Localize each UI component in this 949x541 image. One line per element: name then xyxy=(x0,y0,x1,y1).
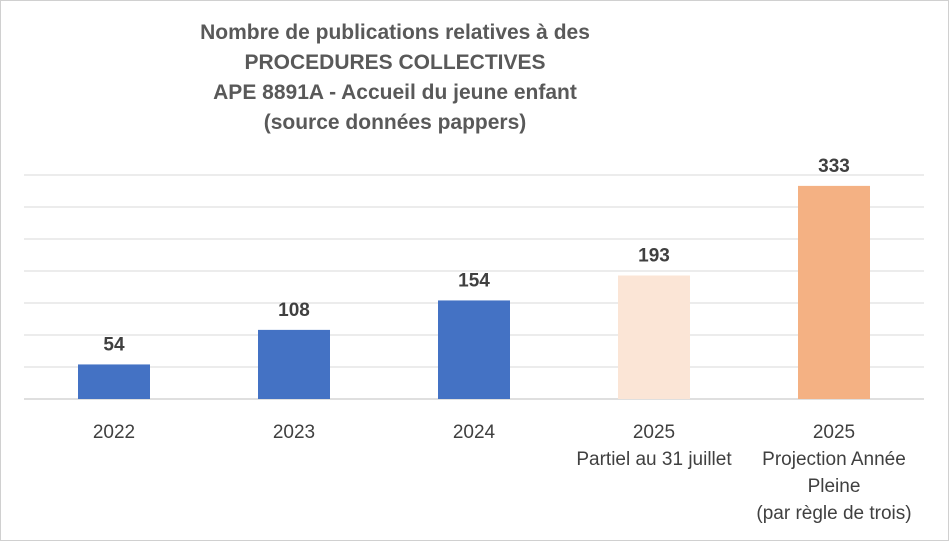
category-label-4-1: Projection Année xyxy=(762,449,906,470)
category-label-4-2: Pleine xyxy=(808,476,861,497)
category-label-3-0: 2025 xyxy=(633,422,675,443)
bar-1 xyxy=(258,329,330,399)
chart-title-line-2: PROCEDURES COLLECTIVES xyxy=(244,51,546,74)
category-label-2-0: 2024 xyxy=(453,422,496,443)
bar-4 xyxy=(798,185,870,399)
data-label-2: 154 xyxy=(458,270,490,291)
chart-title-line-3: APE 8891A - Accueil du jeune enfant xyxy=(213,81,577,104)
category-label-4-3: (par règle de trois) xyxy=(756,503,911,524)
chart-title-line-4: (source données pappers) xyxy=(263,111,527,134)
category-label-3-1: Partiel au 31 juillet xyxy=(576,449,732,470)
data-label-4: 333 xyxy=(818,156,850,177)
bar-0 xyxy=(78,364,150,399)
bar-3 xyxy=(618,275,690,399)
data-label-3: 193 xyxy=(638,245,670,266)
data-label-1: 108 xyxy=(278,300,310,321)
bar-2 xyxy=(438,300,510,399)
category-label-4-0: 2025 xyxy=(813,422,855,443)
chart-title-line-1: Nombre de publications relatives à des xyxy=(200,21,590,44)
chart-title: Nombre de publications relatives à des P… xyxy=(40,18,750,138)
category-label-1-0: 2023 xyxy=(273,422,315,443)
data-label-0: 54 xyxy=(103,334,125,355)
category-label-0-0: 2022 xyxy=(93,422,135,443)
